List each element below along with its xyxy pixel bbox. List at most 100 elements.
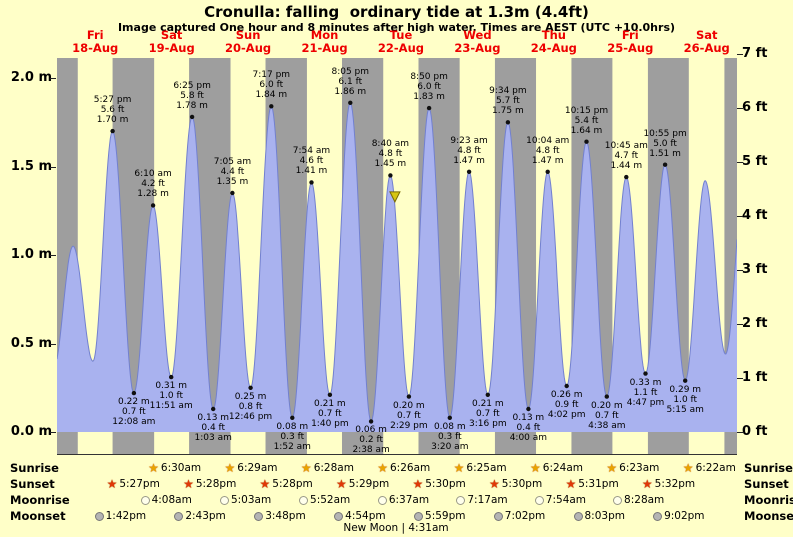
sunrise-time: 6:23am bbox=[619, 462, 660, 474]
annotation-line: 0.21 m bbox=[471, 398, 504, 409]
sunset-star-icon: ★ bbox=[183, 477, 194, 491]
day-of-week: Sun bbox=[235, 28, 261, 42]
annotation-line: 7:17 pm bbox=[252, 70, 291, 81]
tide-high-annotation: 5:27 pm 5.6 ft 1.70 m bbox=[81, 95, 145, 125]
annotation-line: 1.35 m bbox=[216, 177, 249, 188]
annotation-line: 7:54 am bbox=[292, 146, 331, 157]
moonset-entry: 2:43pm bbox=[174, 509, 226, 523]
moonrise-time: 8:28am bbox=[624, 494, 665, 506]
y-axis-tick-ft bbox=[737, 324, 743, 326]
annotation-line: 4:38 am bbox=[588, 420, 626, 431]
y-axis-label-ft: 4 ft bbox=[742, 208, 768, 224]
annotation-line: 0.7 ft bbox=[594, 410, 619, 421]
annotation-line: 4.8 ft bbox=[457, 145, 481, 156]
y-axis-label-ft: 5 ft bbox=[742, 154, 768, 170]
moonset-moon-icon bbox=[573, 511, 583, 521]
tide-high-annotation: 8:05 pm 6.1 ft 1.86 m bbox=[318, 67, 382, 97]
annotation-line: 1.28 m bbox=[137, 189, 169, 200]
moonset-time: 7:02pm bbox=[504, 510, 546, 522]
annotation-line: 8:05 pm bbox=[331, 66, 370, 77]
tide-low-annotation: 0.26 m 0.9 ft 4:02 pm bbox=[535, 390, 599, 420]
moonset-entry: 7:02pm bbox=[493, 509, 546, 523]
annotation-line: 0.2 ft bbox=[359, 435, 383, 446]
moonset-time: 2:43pm bbox=[185, 510, 226, 522]
sunrise-time: 6:29am bbox=[237, 462, 278, 474]
sunrise-star-icon: ★ bbox=[682, 461, 694, 475]
astro-row-label-sunset: Sunset bbox=[10, 477, 55, 491]
astro-row-label-moonrise: Moonrise bbox=[744, 493, 793, 507]
moonrise-moon-icon bbox=[299, 495, 309, 505]
sunset-star-icon: ★ bbox=[335, 477, 347, 491]
day-of-week: Sat bbox=[160, 28, 183, 42]
sunset-time: 5:28pm bbox=[195, 478, 237, 490]
moonrise-entry: 4:08am bbox=[140, 493, 192, 507]
moonset-time: 4:54pm bbox=[345, 510, 386, 522]
sunset-time: 5:32pm bbox=[654, 478, 696, 490]
day-date: 20-Aug bbox=[225, 41, 272, 55]
y-axis-tick-m bbox=[50, 255, 56, 256]
tide-low-annotation: 0.13 m 0.4 ft 4:00 am bbox=[496, 413, 560, 443]
annotation-line: 4:00 am bbox=[509, 432, 548, 443]
annotation-line: 4.7 ft bbox=[614, 151, 639, 162]
annotation-line: 6.1 ft bbox=[338, 76, 363, 87]
moonset-moon-icon bbox=[254, 511, 264, 521]
day-date: 18-Aug bbox=[72, 41, 119, 55]
tide-point-dot bbox=[290, 415, 295, 420]
annotation-line: 1.0 ft bbox=[159, 391, 184, 402]
annotation-line: 4.4 ft bbox=[220, 167, 245, 178]
current-tide-arrow-icon bbox=[389, 191, 401, 204]
y-axis-tick-ft bbox=[737, 216, 743, 218]
astro-row-label-sunrise: Sunrise bbox=[10, 461, 59, 475]
tide-low-annotation: 0.22 m 0.7 ft 12:08 am bbox=[102, 397, 166, 427]
moonrise-time: 5:52am bbox=[310, 494, 351, 506]
annotation-line: 0.20 m bbox=[393, 400, 425, 411]
annotation-line: 0.08 m bbox=[276, 421, 309, 432]
sunrise-entry: ★ 6:26am bbox=[377, 461, 430, 475]
moonrise-entry: 6:37am bbox=[377, 493, 429, 507]
tide-low-annotation: 0.29 m 1.0 ft 5:15 am bbox=[653, 385, 717, 415]
sunset-time: 5:31pm bbox=[578, 478, 619, 490]
annotation-line: 5.8 ft bbox=[180, 90, 204, 101]
annotation-line: 9:23 am bbox=[450, 135, 488, 146]
annotation-line: 4.8 ft bbox=[535, 145, 560, 156]
annotation-line: 0.06 m bbox=[355, 425, 387, 436]
annotation-line: 0.7 ft bbox=[121, 407, 146, 418]
sunset-entry: ★ 5:30pm bbox=[412, 477, 465, 491]
day-date: 25-Aug bbox=[607, 41, 654, 55]
day-of-week: Fri bbox=[621, 28, 639, 42]
sunset-entry: ★ 5:31pm bbox=[565, 477, 618, 491]
annotation-line: 5:15 am bbox=[666, 404, 704, 415]
moonset-moon-icon bbox=[493, 511, 503, 521]
sunset-star-icon: ★ bbox=[259, 477, 271, 491]
moonrise-entry: 5:52am bbox=[299, 493, 350, 507]
sunrise-time: 6:26am bbox=[390, 462, 431, 474]
moonset-entry: 1:42pm bbox=[94, 509, 146, 523]
tide-low-annotation: 0.06 m 0.2 ft 2:38 am bbox=[339, 425, 403, 455]
y-axis-tick-ft bbox=[737, 270, 743, 272]
annotation-line: 8:50 pm bbox=[410, 72, 448, 83]
annotation-line: 1.45 m bbox=[374, 159, 407, 170]
tide-point-dot bbox=[426, 105, 432, 111]
moonrise-entry: 5:03am bbox=[219, 493, 271, 507]
y-axis-label-ft: 0 ft bbox=[742, 424, 768, 439]
sunset-entry: ★ 5:28pm bbox=[183, 477, 236, 491]
sunrise-star-icon: ★ bbox=[377, 461, 388, 475]
moonrise-moon-icon bbox=[140, 495, 150, 505]
sunrise-entry: ★ 6:29am bbox=[225, 461, 278, 475]
day-date: 23-Aug bbox=[454, 41, 501, 55]
annotation-line: 1.44 m bbox=[610, 161, 643, 172]
annotation-line: 1.41 m bbox=[295, 166, 328, 177]
day-of-week: Thu bbox=[541, 28, 566, 42]
annotation-line: 1.86 m bbox=[334, 86, 367, 97]
tide-point-dot bbox=[466, 169, 472, 174]
annotation-line: 0.4 ft bbox=[201, 422, 226, 433]
annotation-line: 3:20 am bbox=[431, 441, 469, 452]
tide-point-dot bbox=[604, 394, 609, 399]
moonset-time: 9:02pm bbox=[664, 510, 705, 522]
annotation-line: 7:05 am bbox=[213, 157, 252, 168]
y-axis-tick-ft bbox=[737, 378, 743, 380]
annotation-line: 0.13 m bbox=[197, 412, 230, 423]
annotation-line: 5.4 ft bbox=[574, 115, 599, 126]
tide-point-dot bbox=[348, 100, 353, 105]
